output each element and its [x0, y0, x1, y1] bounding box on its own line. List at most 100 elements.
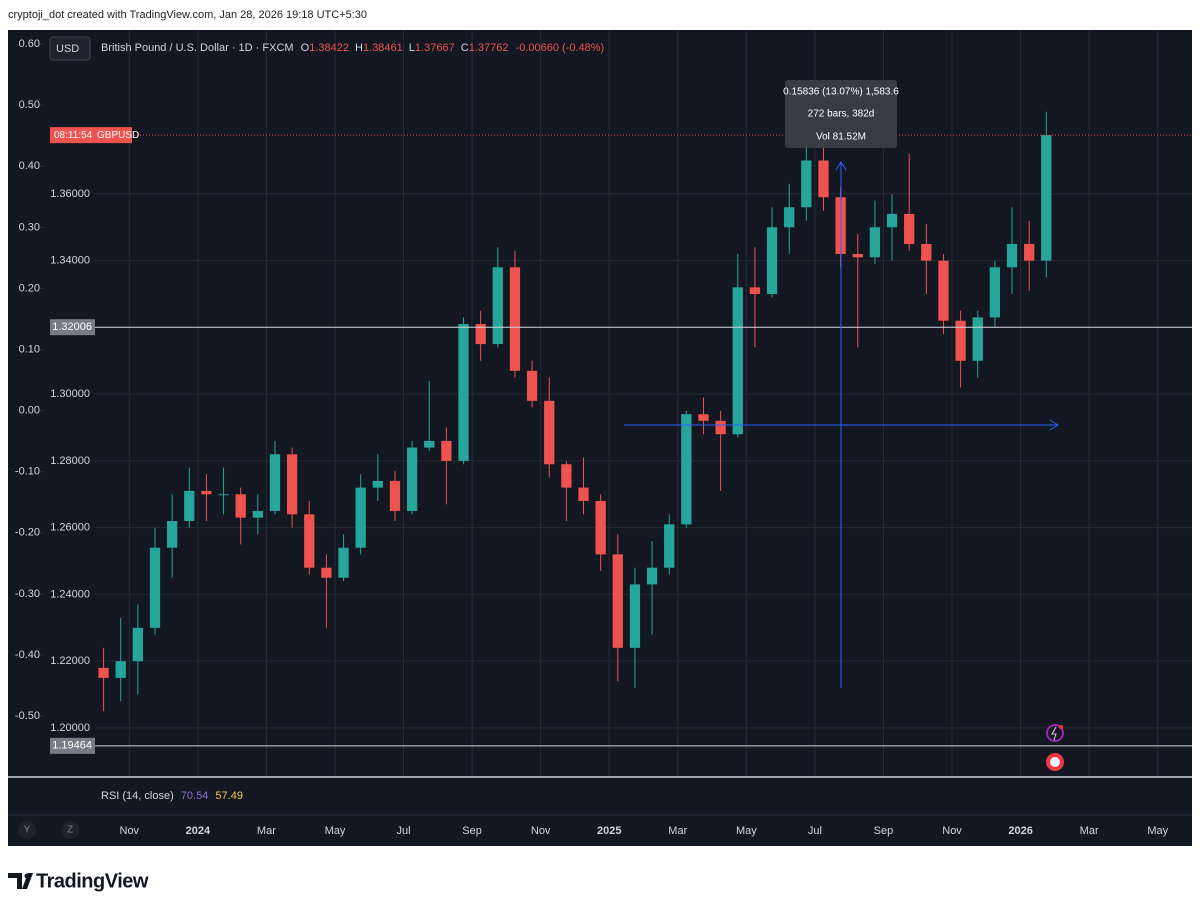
candle-body	[201, 490, 212, 495]
candle-body	[732, 287, 743, 435]
button[interactable]	[61, 821, 79, 839]
candle-body	[184, 490, 195, 521]
candle-body	[852, 253, 863, 258]
y-tick-label: 1.24000	[50, 588, 90, 600]
candles	[98, 111, 1052, 712]
y2-tick-label: -0.50	[15, 710, 40, 722]
caption: cryptoji_dot created with TradingView.co…	[8, 9, 367, 21]
x-tick-label: Jul	[397, 825, 411, 837]
candle-body	[132, 627, 143, 662]
y2-tick-label: 0.10	[19, 343, 40, 355]
y-tick-label: 1.36000	[50, 188, 90, 200]
candle-body	[561, 464, 572, 488]
logo	[24, 873, 30, 879]
candle-body	[269, 454, 281, 511]
candle-body	[1041, 135, 1052, 261]
y-tick-label: 1.28000	[50, 455, 90, 467]
candle-body	[612, 554, 623, 648]
measure-arrow	[1049, 419, 1059, 431]
change: -0.00660 (-0.48%)	[516, 42, 605, 54]
candle-body	[1006, 243, 1018, 268]
ohlc-value: 1.38422	[309, 42, 349, 54]
y-tick-label: 1.34000	[50, 255, 90, 267]
measure-text: 272 bars, 382d	[808, 109, 875, 120]
y-tick-label: 1.22000	[50, 655, 90, 667]
candle-body	[338, 547, 349, 578]
candle-body	[664, 524, 675, 568]
candle-body	[252, 510, 263, 518]
candle-body	[304, 514, 315, 568]
y2-tick-label: -0.30	[15, 588, 40, 600]
y2-tick-label: 0.30	[19, 221, 40, 233]
candle-body	[458, 324, 469, 461]
rsi-value: 57.49	[215, 790, 243, 802]
last-price-time: 08:11:54	[54, 130, 93, 141]
x-tick-label: 2025	[597, 825, 621, 837]
candle-body	[784, 207, 795, 228]
candle-body	[921, 243, 932, 261]
event-icon[interactable]	[1046, 724, 1064, 742]
currency-box[interactable]	[49, 36, 91, 61]
price-label-box	[50, 319, 95, 336]
candle-body	[629, 584, 641, 648]
event-dot	[1059, 725, 1063, 729]
y2-tick-label: -0.10	[15, 466, 40, 478]
candle-body	[869, 227, 881, 258]
candle-body	[989, 267, 1001, 318]
candle-body	[389, 480, 401, 511]
rsi-value: 70.54	[181, 790, 209, 802]
rsi-label: RSI (14, close)	[101, 790, 174, 802]
price-label: 1.19464	[52, 740, 92, 752]
candle-body	[886, 213, 898, 228]
y2-tick-label: 0.60	[19, 38, 40, 50]
candle-body	[681, 414, 692, 525]
overlay: 1.32006 1.19464 08:11:54 GBPUSD	[50, 127, 1192, 754]
button[interactable]	[18, 821, 36, 839]
button-label[interactable]: Y	[24, 825, 31, 836]
measure-text: 0.15836 (13.07%) 1,583.6	[783, 87, 899, 98]
y-tick-label: 1.30000	[50, 388, 90, 400]
candle-body	[544, 400, 555, 465]
y2-tick-label: -0.20	[15, 527, 40, 539]
x-tick-label: Nov	[120, 825, 140, 837]
ohlc-value: 1.37762	[469, 42, 509, 54]
y2-tick-label: 0.40	[19, 160, 40, 172]
currency[interactable]: USD	[56, 43, 79, 55]
ohlc-label: H	[355, 42, 363, 54]
price-label-box	[50, 737, 95, 754]
candle-body	[1024, 243, 1035, 261]
x-tick-label: Nov	[531, 825, 551, 837]
last-price-symbol: GBPUSD	[97, 130, 139, 141]
ohlc-label: L	[409, 42, 415, 54]
candle-body	[526, 370, 538, 401]
price-label: 1.32006	[52, 321, 92, 333]
candle-body	[286, 454, 298, 515]
candle-body	[355, 487, 366, 548]
flag-icon	[1050, 757, 1060, 767]
button-label[interactable]: Z	[67, 825, 73, 836]
candle-body	[149, 547, 161, 628]
candle-body	[972, 317, 983, 361]
brand: TradingView	[36, 870, 149, 892]
candle-body	[424, 440, 435, 448]
x-tick-label: Mar	[1080, 825, 1099, 837]
measure-text: Vol 81.52M	[816, 132, 866, 143]
legend: British Pound / U.S. Dollar · 1D · FXCM …	[101, 42, 604, 54]
x-tick-label: Sep	[874, 825, 894, 837]
y2-tick-label: 0.20	[19, 282, 40, 294]
rsi-legend: RSI (14, close) 70.54 57.49	[101, 790, 243, 802]
x-tick-label: May	[325, 825, 346, 837]
candle-body	[646, 567, 658, 585]
ohlc-label: C	[461, 42, 469, 54]
candle-body	[441, 440, 452, 461]
x-tick-label: May	[1147, 825, 1168, 837]
candle-body	[98, 667, 109, 678]
x-tick-label: 2026	[1008, 825, 1032, 837]
measure-box	[785, 80, 897, 148]
last-price-box	[50, 127, 132, 144]
ohlc-label: O	[301, 42, 310, 54]
candle-body	[904, 213, 915, 244]
candle-body	[406, 447, 418, 511]
candle-body	[818, 160, 829, 198]
